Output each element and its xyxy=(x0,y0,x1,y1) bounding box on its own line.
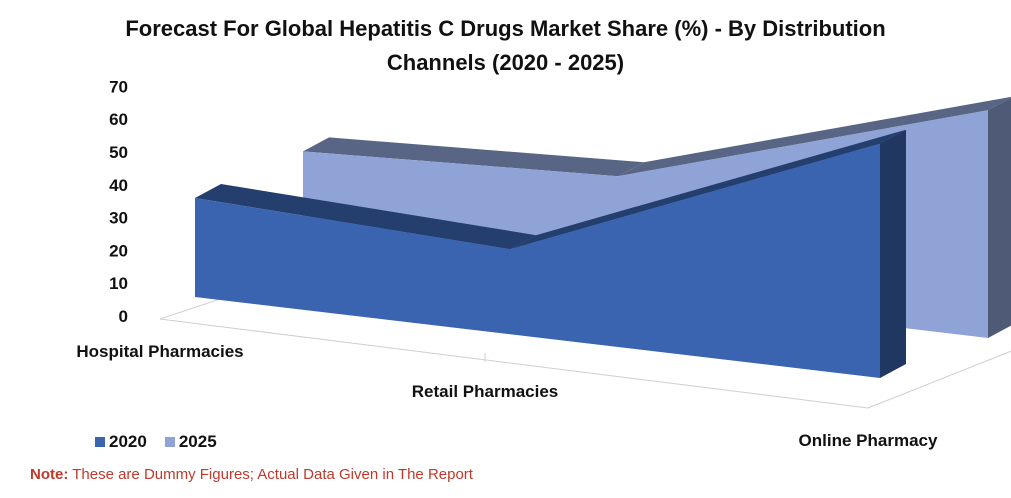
y-tick-label: 30 xyxy=(109,209,128,228)
x-category-label: Retail Pharmacies xyxy=(412,382,558,401)
floor-right-edge xyxy=(867,350,1011,409)
y-tick-label: 20 xyxy=(109,241,128,260)
legend-label-2020: 2020 xyxy=(109,432,147,451)
y-tick-label: 50 xyxy=(109,143,128,162)
x-category-label: Online Pharmacy xyxy=(799,431,938,450)
footnote-text: These are Dummy Figures; Actual Data Giv… xyxy=(72,466,473,483)
series-2020-top-face xyxy=(195,184,536,250)
footnote: Note: These are Dummy Figures; Actual Da… xyxy=(30,466,473,483)
x-category-label: Hospital Pharmacies xyxy=(76,342,243,361)
y-tick-label: 10 xyxy=(109,274,128,293)
series-2025-top-face xyxy=(618,96,1011,177)
y-tick-label: 40 xyxy=(109,176,128,195)
legend-swatch-2020 xyxy=(95,437,105,447)
series-2020-front-face xyxy=(195,143,880,378)
legend: 2020 2025 xyxy=(95,432,235,452)
legend-item-2025: 2025 xyxy=(164,432,217,452)
series-2020-side-face xyxy=(880,129,906,378)
y-tick-label: 70 xyxy=(109,77,128,96)
y-tick-label: 0 xyxy=(119,307,128,326)
legend-swatch-2025 xyxy=(164,437,175,447)
y-tick-label: 60 xyxy=(109,110,128,129)
series-2020-top-face xyxy=(510,129,906,250)
legend-label-2025: 2025 xyxy=(178,432,217,451)
series-2025-top-face xyxy=(303,137,644,177)
footnote-label: Note: xyxy=(30,466,69,483)
chart-title-line-1: Forecast For Global Hepatitis C Drugs Ma… xyxy=(125,16,886,41)
chart-title-line-2: Channels (2020 - 2025) xyxy=(386,50,625,75)
series-2025-side-face xyxy=(988,97,1011,338)
floor-front-edge xyxy=(159,318,869,409)
legend-item-2020: 2020 xyxy=(95,432,147,452)
